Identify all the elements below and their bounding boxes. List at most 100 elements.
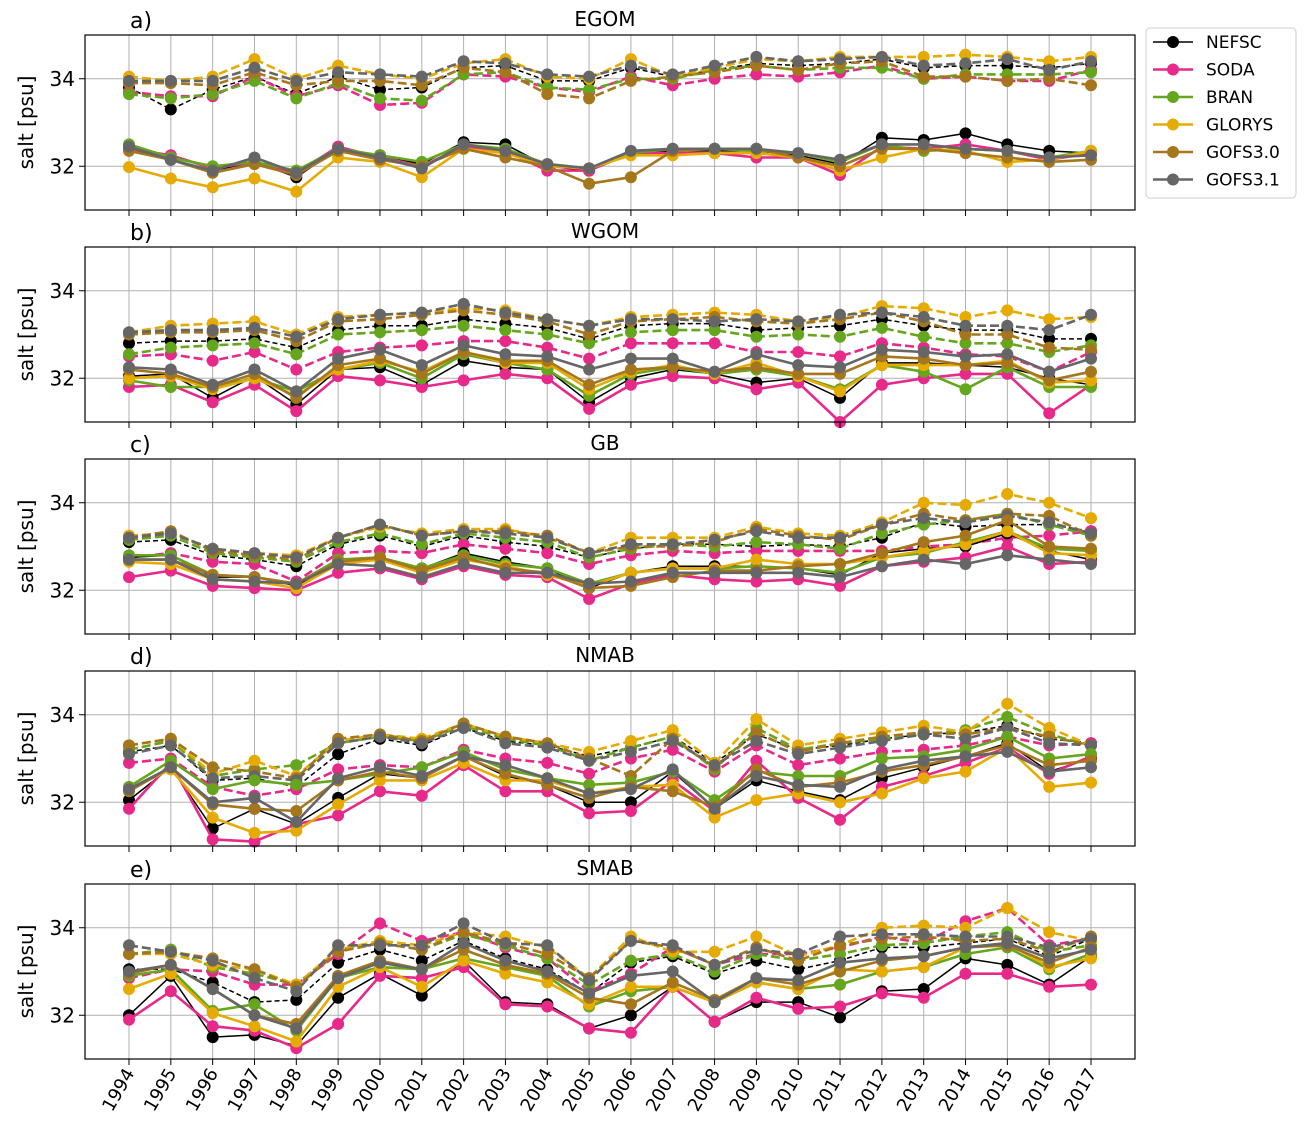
data-point — [374, 68, 386, 81]
data-point — [1043, 313, 1056, 326]
data-point — [875, 763, 888, 776]
data-point — [123, 161, 135, 174]
data-point — [1001, 328, 1014, 341]
series-line-nefsc-dashed — [128, 58, 1092, 111]
data-point — [708, 142, 721, 155]
data-point — [541, 341, 554, 354]
data-point — [415, 538, 428, 551]
data-point — [792, 64, 805, 76]
y-axis-label: salt [psu] — [14, 500, 38, 594]
data-point — [248, 774, 261, 787]
data-point — [1085, 55, 1097, 68]
x-tick-label: 1999 — [307, 1065, 348, 1115]
data-point — [708, 945, 721, 958]
data-point — [332, 142, 345, 155]
data-point — [415, 989, 428, 1002]
data-point — [624, 352, 637, 365]
data-point — [290, 1022, 303, 1035]
data-point — [1085, 374, 1097, 387]
legend-label: NEFSC — [1206, 33, 1262, 53]
data-point — [624, 378, 637, 391]
data-point — [248, 963, 261, 976]
data-point — [1085, 776, 1097, 789]
data-point — [332, 531, 345, 544]
data-point — [750, 142, 763, 155]
data-point — [834, 330, 846, 343]
series-line-nefsc-solid — [128, 360, 1092, 406]
data-point — [457, 937, 470, 950]
legend-label: GOFS3.1 — [1206, 171, 1280, 191]
series-line-glorys-dashed — [128, 492, 1092, 557]
data-point — [164, 324, 177, 337]
data-point — [499, 57, 512, 70]
x-tick-label: 1997 — [224, 1065, 265, 1115]
data-point — [834, 965, 846, 978]
data-point — [164, 985, 177, 998]
data-point — [750, 361, 763, 374]
data-point — [290, 405, 303, 418]
data-point — [206, 378, 219, 391]
series-line-gofs31-solid — [129, 553, 1092, 586]
data-point — [959, 765, 972, 778]
data-point — [123, 348, 135, 361]
series-line-gofs31-solid — [128, 344, 1092, 393]
panel-smab: 32 34 salt [psu] e) SMAB — [14, 856, 1136, 1065]
data-point — [499, 737, 512, 750]
data-point — [290, 185, 303, 198]
data-point — [875, 306, 888, 319]
data-point — [1001, 144, 1014, 157]
data-point — [583, 363, 596, 376]
data-point — [499, 937, 512, 950]
panel-title: NMAB — [575, 643, 635, 667]
data-point — [750, 313, 763, 326]
data-point — [164, 553, 177, 566]
data-point — [457, 55, 470, 68]
data-point — [917, 544, 930, 557]
y-tick-label: 34 — [50, 491, 75, 515]
data-point — [499, 954, 512, 967]
data-point — [248, 61, 261, 74]
data-point — [583, 974, 596, 987]
data-point — [415, 79, 428, 92]
series-line-nefsc-solid — [128, 132, 1092, 178]
legend-item-gofs31: GOFS3.1 — [1153, 171, 1280, 191]
data-point — [624, 144, 637, 157]
data-point — [290, 824, 303, 837]
data-point — [206, 396, 219, 409]
data-point — [332, 956, 345, 969]
data-point — [1085, 943, 1097, 956]
series-line-soda-dashed — [128, 906, 1092, 993]
data-point — [666, 142, 679, 155]
data-point — [917, 311, 930, 323]
data-point — [248, 1020, 261, 1033]
data-point — [750, 726, 763, 739]
data-point — [1001, 337, 1014, 350]
data-point — [290, 551, 303, 564]
data-point — [290, 577, 303, 590]
data-point — [1001, 488, 1014, 500]
data-point — [792, 315, 805, 328]
legend-marker — [1167, 146, 1179, 158]
data-point — [374, 518, 386, 531]
data-point — [457, 339, 470, 352]
data-point — [164, 967, 177, 980]
data-point — [1043, 374, 1056, 387]
data-point — [248, 346, 261, 358]
data-point — [1001, 937, 1014, 950]
data-point — [206, 772, 219, 785]
series-line-gofs31-dashed — [128, 922, 1092, 993]
data-point — [123, 783, 135, 796]
data-point — [374, 308, 386, 321]
data-point — [123, 571, 135, 584]
data-point — [917, 496, 930, 509]
series-line-gofs30-solid — [128, 147, 1092, 185]
data-point — [959, 529, 972, 542]
data-point — [248, 337, 261, 350]
data-point — [917, 961, 930, 974]
x-tick-label: 1994 — [98, 1065, 139, 1115]
series-line-gofs31-solid — [128, 941, 1092, 1030]
data-point — [290, 985, 303, 998]
data-point — [666, 965, 679, 978]
data-point — [457, 297, 470, 310]
